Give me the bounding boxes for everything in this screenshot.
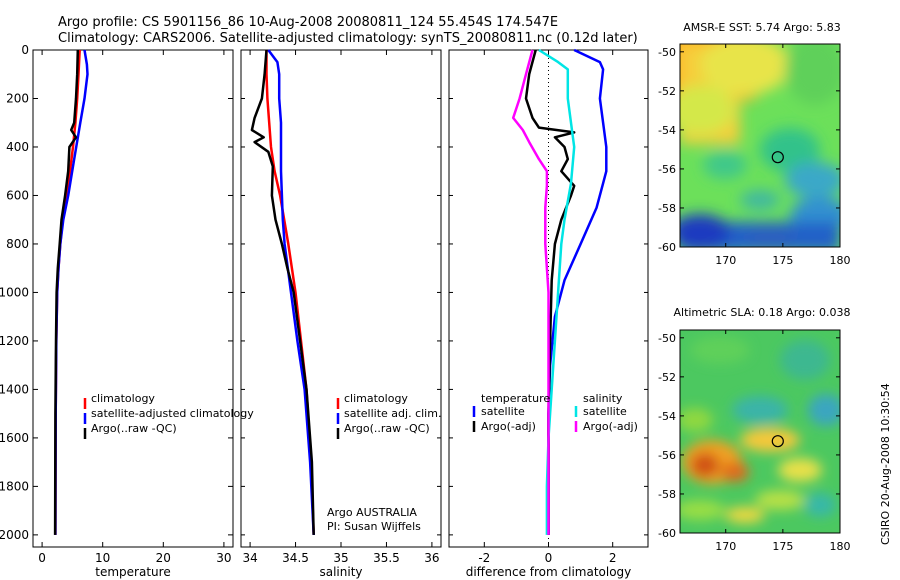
map-y-tick-label: -58 xyxy=(658,488,676,501)
sst-map-title: AMSR-E SST: 5.74 Argo: 5.83 xyxy=(683,21,841,34)
y-tick-label: 2000 xyxy=(0,528,29,542)
legend-label-argo: Argo(..raw -QC) xyxy=(344,422,430,435)
legend-label-temp-argo: Argo(-adj) xyxy=(481,420,536,433)
float-annotation-2: PI: Susan Wijffels xyxy=(327,520,421,533)
float-annotation-1: Argo AUSTRALIA xyxy=(327,506,417,519)
x-tick-label: 2 xyxy=(609,551,617,565)
x-tick-label: 34.5 xyxy=(282,551,309,565)
y-tick-label: 0 xyxy=(21,43,29,57)
map-y-tick-label: -56 xyxy=(658,163,676,176)
legend-label-sal-argo: Argo(-adj) xyxy=(583,420,638,433)
map-y-tick-label: -50 xyxy=(658,332,676,345)
series-line-salinity-argo-adj xyxy=(511,49,550,535)
sst-map-frame xyxy=(679,43,841,248)
sla-map-frame xyxy=(679,329,841,534)
series-line-argo-raw-qc xyxy=(53,49,80,535)
map-y-tick-label: -52 xyxy=(658,371,676,384)
map-y-tick-label: -56 xyxy=(658,449,676,462)
map-y-tick-label: -54 xyxy=(658,124,676,137)
sst-heatmap-image xyxy=(680,44,840,247)
legend-label-climatology: climatology xyxy=(91,392,155,405)
y-tick-label: 1200 xyxy=(0,334,29,348)
series-line-salinity-satellite xyxy=(538,48,576,535)
x-tick-label: 0 xyxy=(545,551,553,565)
figure-title-line2: Climatology: CARS2006. Satellite-adjuste… xyxy=(58,31,638,46)
footer-credit: CSIRO 20-Aug-2008 10:30:54 xyxy=(879,383,892,545)
map-x-tick-label: 180 xyxy=(830,540,851,553)
legend-label-sal-satellite: satellite xyxy=(583,405,627,418)
map-y-tick-label: -60 xyxy=(658,527,676,540)
x-axis-label: temperature xyxy=(95,565,170,579)
y-tick-label: 400 xyxy=(6,140,29,154)
temperature-panel: 0 200 400 600 800 1000 1200 1400 1600 1800 2000 0 10… xyxy=(0,43,234,579)
sla-heatmap-image xyxy=(680,330,840,533)
salinity-legend: climatology satellite adj. clim. Argo(..… xyxy=(327,392,441,533)
x-tick-label: 20 xyxy=(156,551,171,565)
y-tick-label: 600 xyxy=(6,188,29,202)
x-axis-label: salinity xyxy=(319,565,362,579)
map-x-tick-label: 170 xyxy=(715,254,736,267)
legend-label-climatology: climatology xyxy=(344,392,408,405)
y-tick-label: 1000 xyxy=(0,285,29,299)
axes-frame xyxy=(32,49,234,548)
x-tick-label: -2 xyxy=(478,551,490,565)
map-x-tick-label: 170 xyxy=(715,540,736,553)
series-line-temperature-argo-adj xyxy=(524,49,576,535)
y-tick-label: 800 xyxy=(6,237,29,251)
map-x-tick-label: 175 xyxy=(772,254,793,267)
series-line-climatology xyxy=(54,49,81,535)
legend-label-satellite: satellite-adjusted climatology xyxy=(91,407,254,420)
legend-header-salinity: salinity xyxy=(583,392,623,405)
x-tick-label: 35 xyxy=(333,551,348,565)
legend-header-temperature: temperature xyxy=(481,392,550,405)
x-tick-label: 35.5 xyxy=(373,551,400,565)
y-tick-label: 1400 xyxy=(0,382,29,396)
x-tick-label: 10 xyxy=(95,551,110,565)
x-tick-label: 36 xyxy=(424,551,439,565)
x-tick-label: 34 xyxy=(242,551,257,565)
sla-map-title: Altimetric SLA: 0.18 Argo: 0.038 xyxy=(673,306,850,319)
axes-frame xyxy=(240,49,442,548)
series-line-satellite-adj-clim xyxy=(267,49,315,535)
temperature-legend: climatology satellite-adjusted climatolo… xyxy=(83,392,254,439)
sst-argo-location-marker xyxy=(771,151,784,164)
series-line-argo-raw-qc xyxy=(250,49,315,535)
legend-label-satellite: satellite adj. clim. xyxy=(344,407,441,420)
sla-argo-location-marker xyxy=(771,435,784,448)
figure-title-line1: Argo profile: CS 5901156_86 10-Aug-2008 … xyxy=(58,15,558,30)
salinity-panel: 34 34.5 35 35.5 36 salinity xyxy=(240,49,442,579)
sst-map: AMSR-E SST: 5.74 Argo: 5.83 xyxy=(679,21,841,248)
map-axes: -50 -52 -54 -56 -58 -60 170 175 180 -50 -52 -54 -56 -… xyxy=(658,44,851,553)
y-tick-label: 1800 xyxy=(0,479,29,493)
difference-legend: temperature satellite Argo(-adj) salinit… xyxy=(472,392,638,433)
map-y-tick-label: -60 xyxy=(658,241,676,254)
y-tick-label: 1600 xyxy=(0,431,29,445)
legend-label-argo: Argo(..raw -QC) xyxy=(91,422,177,435)
series-line-satellite-adjusted-climatology xyxy=(54,49,89,535)
legend-label-temp-satellite: satellite xyxy=(481,405,525,418)
x-tick-label: 0 xyxy=(38,551,46,565)
map-x-tick-label: 180 xyxy=(830,254,851,267)
map-x-tick-label: 175 xyxy=(772,540,793,553)
map-y-tick-label: -52 xyxy=(658,85,676,98)
y-tick-label: 200 xyxy=(6,91,29,105)
x-axis-label: difference from climatology xyxy=(466,565,632,579)
sla-map: Altimetric SLA: 0.18 Argo: 0.038 xyxy=(673,306,851,534)
map-y-tick-label: -50 xyxy=(658,46,676,59)
map-y-tick-label: -54 xyxy=(658,410,676,423)
x-tick-label: 30 xyxy=(216,551,231,565)
map-y-tick-label: -58 xyxy=(658,202,676,215)
